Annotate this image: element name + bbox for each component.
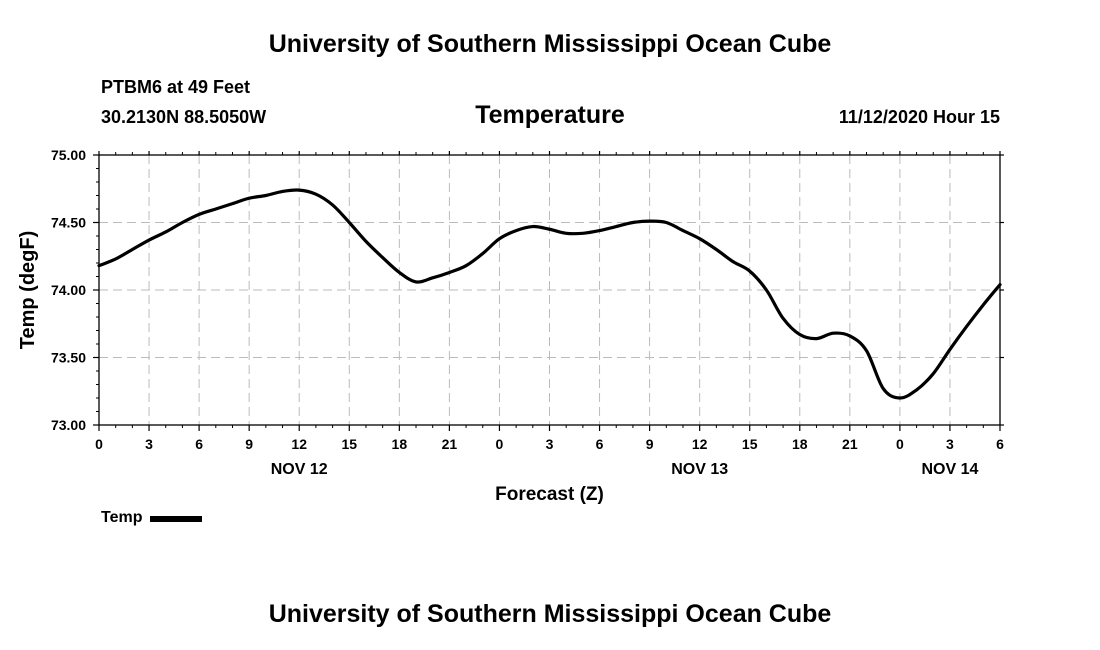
legend-label: Temp: [101, 509, 143, 526]
x-tick-label: 12: [291, 436, 307, 452]
footer-title: University of Southern Mississippi Ocean…: [268, 600, 832, 628]
x-axis-title: Forecast (Z): [495, 484, 604, 505]
y-tick-label: 74.00: [51, 282, 86, 298]
x-tick-label: 15: [341, 436, 357, 452]
y-tick-label: 75.00: [51, 147, 86, 163]
x-tick-label: 12: [692, 436, 708, 452]
x-tick-label: 6: [996, 436, 1004, 452]
x-tick-label: 18: [792, 436, 808, 452]
day-label: NOV 12: [271, 461, 328, 478]
station-coords: 30.2130N 88.5050W: [101, 107, 267, 127]
x-tick-label: 0: [95, 436, 103, 452]
forecast-datetime: 11/12/2020 Hour 15: [838, 107, 1000, 127]
legend-line-swatch: [150, 516, 203, 522]
page-title: University of Southern Mississippi Ocean…: [268, 30, 832, 58]
legend: Temp: [101, 509, 203, 527]
station-label: PTBM6 at 49 Feet: [101, 77, 251, 97]
y-tick-label: 73.50: [51, 350, 86, 366]
x-tick-label: 3: [946, 436, 954, 452]
chart-title: Temperature: [475, 101, 625, 129]
x-tick-label: 9: [646, 436, 654, 452]
x-tick-label: 6: [596, 436, 604, 452]
day-label: NOV 14: [921, 461, 978, 478]
x-tick-label: 0: [496, 436, 504, 452]
y-tick-label: 74.50: [51, 215, 86, 231]
series-line-temp: [97, 188, 1002, 400]
day-label: NOV 13: [671, 461, 728, 478]
x-tick-label: 3: [145, 436, 153, 452]
x-tick-label: 9: [245, 436, 253, 452]
x-tick-label: 3: [546, 436, 554, 452]
x-tick-label: 0: [896, 436, 904, 452]
y-axis-title: Temp (degF): [17, 231, 39, 350]
x-tick-label: 6: [195, 436, 203, 452]
y-tick-label: 73.00: [51, 417, 86, 433]
x-tick-label: 21: [842, 436, 858, 452]
x-tick-label: 21: [442, 436, 458, 452]
x-tick-label: 15: [742, 436, 758, 452]
x-tick-label: 18: [392, 436, 408, 452]
